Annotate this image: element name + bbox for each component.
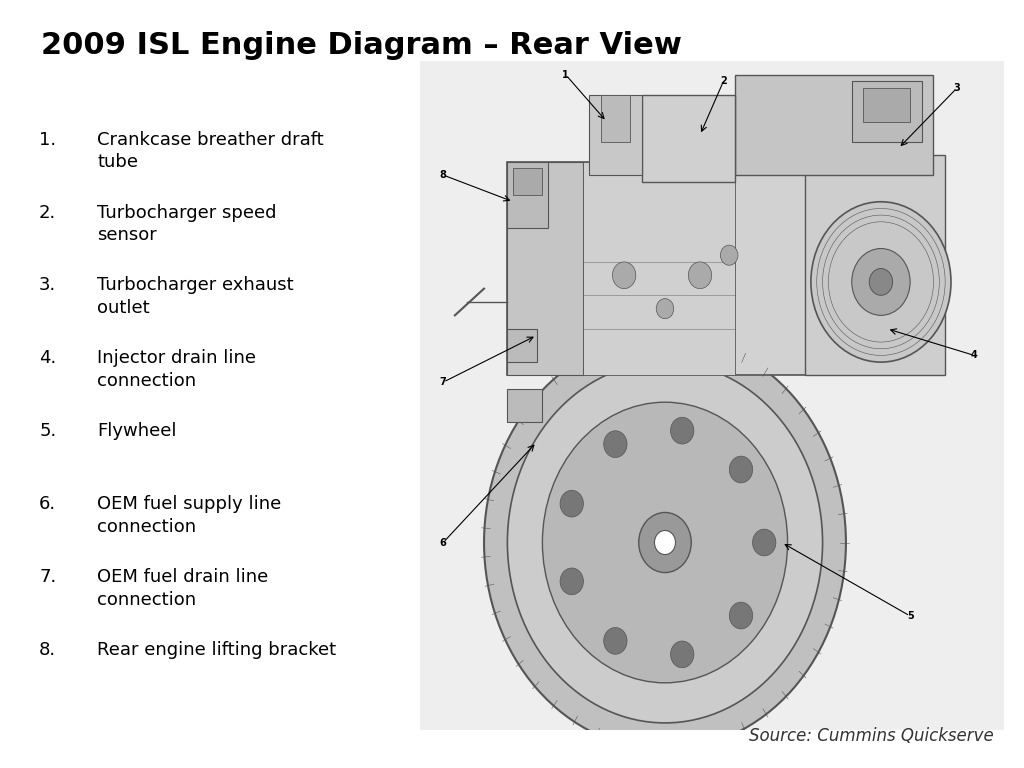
Bar: [508, 162, 584, 376]
Circle shape: [671, 417, 694, 444]
Circle shape: [543, 402, 787, 683]
Circle shape: [656, 299, 674, 319]
Bar: [508, 162, 822, 376]
Circle shape: [507, 362, 822, 723]
Text: Turbocharger exhaust
outlet: Turbocharger exhaust outlet: [97, 276, 294, 316]
Circle shape: [671, 641, 694, 667]
Circle shape: [869, 269, 893, 295]
Bar: [601, 94, 630, 141]
Text: Crankcase breather draft
tube: Crankcase breather draft tube: [97, 131, 324, 170]
Text: 6.: 6.: [39, 495, 56, 513]
Text: 1.: 1.: [39, 131, 56, 148]
Text: 2009 ISL Engine Diagram – Rear View: 2009 ISL Engine Diagram – Rear View: [41, 31, 682, 60]
Text: 2: 2: [720, 77, 727, 87]
Circle shape: [753, 529, 776, 556]
Bar: [805, 155, 945, 376]
Text: 3: 3: [953, 83, 961, 93]
Bar: [508, 329, 537, 362]
Bar: [508, 161, 548, 228]
Text: 8.: 8.: [39, 641, 56, 659]
Circle shape: [639, 512, 691, 573]
Text: Rear engine lifting bracket: Rear engine lifting bracket: [97, 641, 337, 659]
Text: 7: 7: [440, 377, 446, 387]
Bar: [589, 94, 642, 175]
Polygon shape: [595, 609, 712, 663]
Text: 5: 5: [907, 611, 913, 621]
Circle shape: [484, 336, 846, 750]
Circle shape: [729, 602, 753, 629]
Circle shape: [604, 431, 627, 458]
Text: 7.: 7.: [39, 568, 56, 586]
Bar: [735, 74, 934, 175]
Circle shape: [688, 262, 712, 289]
Bar: [548, 549, 759, 609]
Text: 6: 6: [440, 538, 446, 548]
Text: 4.: 4.: [39, 349, 56, 367]
FancyBboxPatch shape: [420, 61, 1004, 730]
Text: Flywheel: Flywheel: [97, 422, 177, 440]
Text: Injector drain line
connection: Injector drain line connection: [97, 349, 256, 389]
Text: OEM fuel supply line
connection: OEM fuel supply line connection: [97, 495, 282, 535]
Bar: [508, 389, 543, 422]
Circle shape: [560, 490, 584, 517]
Text: 8: 8: [439, 170, 446, 180]
Bar: [852, 81, 922, 141]
Text: Turbocharger speed
sensor: Turbocharger speed sensor: [97, 204, 276, 243]
Circle shape: [604, 627, 627, 654]
Bar: [513, 168, 543, 195]
Text: Source: Cummins Quickserve: Source: Cummins Quickserve: [749, 727, 993, 745]
Text: OEM fuel drain line
connection: OEM fuel drain line connection: [97, 568, 268, 608]
Bar: [584, 162, 735, 376]
Text: 1: 1: [562, 70, 569, 80]
Circle shape: [654, 531, 676, 554]
Circle shape: [811, 202, 951, 362]
Bar: [863, 88, 910, 121]
Circle shape: [852, 249, 910, 316]
Text: 4: 4: [971, 350, 978, 360]
Bar: [642, 94, 735, 182]
Text: 2.: 2.: [39, 204, 56, 221]
Circle shape: [729, 456, 753, 483]
Text: 3.: 3.: [39, 276, 56, 294]
Text: 5.: 5.: [39, 422, 56, 440]
Circle shape: [612, 262, 636, 289]
Circle shape: [560, 568, 584, 594]
Circle shape: [721, 245, 738, 265]
